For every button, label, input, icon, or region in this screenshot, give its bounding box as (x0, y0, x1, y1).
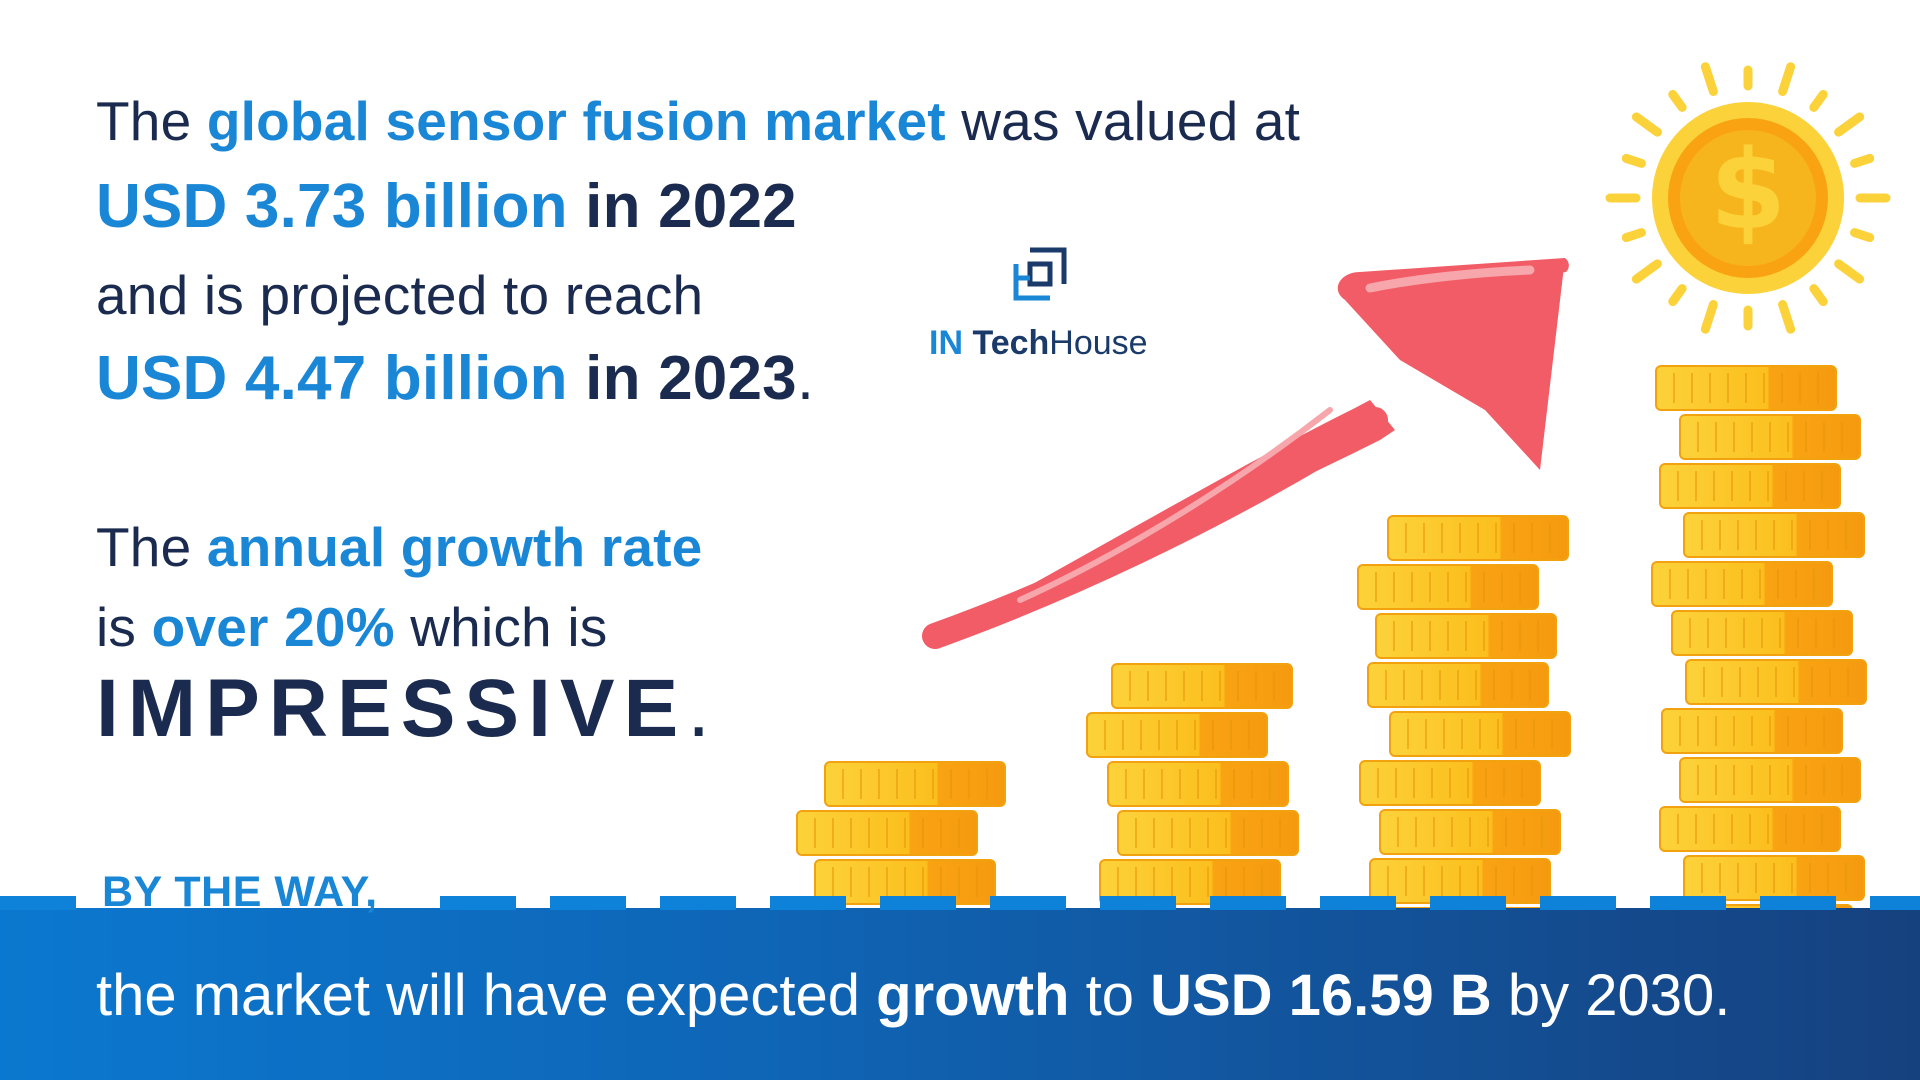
text-global-sensor-fusion-market: global sensor fusion market (206, 90, 946, 152)
text-impressive: IMPRESSIVE (96, 663, 688, 754)
banner-dash (770, 896, 846, 910)
forecast-line: the market will have expected growth to … (96, 962, 1730, 1029)
text-the: The (96, 90, 207, 152)
period-2: . (687, 663, 711, 754)
headline-line-2: USD 3.73 billion in 2022 (96, 176, 797, 238)
banner-dash (1100, 896, 1176, 910)
bottom-banner (0, 908, 1920, 1080)
text-market-expected: the market will have expected (96, 963, 877, 1028)
value-2023: USD 4.47 billion (96, 344, 568, 413)
by-the-way-label: BY THE WAY, (102, 868, 378, 916)
text-is: is (96, 596, 152, 658)
text-projected: and is projected to reach (96, 264, 704, 326)
year-2023: in 2023 (567, 344, 797, 413)
rising-arrow-icon (922, 258, 1569, 649)
banner-dash (440, 896, 516, 910)
banner-dash (550, 896, 626, 910)
text-which-is: which is (394, 596, 608, 658)
banner-dash (1430, 896, 1506, 910)
growth-line-3: IMPRESSIVE. (96, 668, 710, 750)
headline-line-3: and is projected to reach (96, 268, 703, 323)
period: . (796, 344, 815, 413)
svg-text:$: $ (1710, 126, 1787, 254)
growth-line-1: The annual growth rate (96, 520, 702, 575)
banner-dash (1320, 896, 1396, 910)
text-the-2: The (96, 516, 207, 578)
banner-dash (660, 896, 736, 910)
banner-dash (0, 896, 76, 910)
banner-dashes (0, 896, 1920, 910)
text-to: to (1069, 963, 1151, 1028)
text-growth: growth (876, 963, 1070, 1028)
headline-line-1: The global sensor fusion market was valu… (96, 94, 1300, 149)
text-by-2030: by 2030. (1491, 963, 1731, 1028)
logo-mark-icon (1013, 247, 1067, 301)
year-2022: in 2022 (567, 172, 797, 241)
text-was-valued-at: was valued at (945, 90, 1301, 152)
banner-dash (880, 896, 956, 910)
logo-tech: Tech (972, 324, 1050, 362)
banner-dash (1210, 896, 1286, 910)
logo-in: IN (929, 324, 963, 362)
text-over-20: over 20% (151, 596, 395, 658)
banner-dash (990, 896, 1066, 910)
text-annual-growth-rate: annual growth rate (206, 516, 703, 578)
value-2022: USD 3.73 billion (96, 172, 568, 241)
banner-dash (1870, 896, 1920, 910)
value-2030: USD 16.59 B (1150, 963, 1492, 1028)
in-tech-house-logo: IN TechHouse (925, 244, 1155, 364)
banner-dash (1540, 896, 1616, 910)
banner-dash (1760, 896, 1836, 910)
coin-stack-icon (1651, 365, 1867, 950)
growth-line-2: is over 20% which is (96, 600, 607, 655)
dollar-sun-icon: $ (1605, 62, 1891, 334)
logo-house: House (1049, 324, 1148, 362)
coin-stack-icon (1357, 515, 1571, 953)
logo-text: IN TechHouse (929, 324, 1148, 363)
banner-dash (1650, 896, 1726, 910)
headline-line-4: USD 4.47 billion in 2023. (96, 348, 814, 410)
coin-stack-icon (796, 761, 1006, 905)
